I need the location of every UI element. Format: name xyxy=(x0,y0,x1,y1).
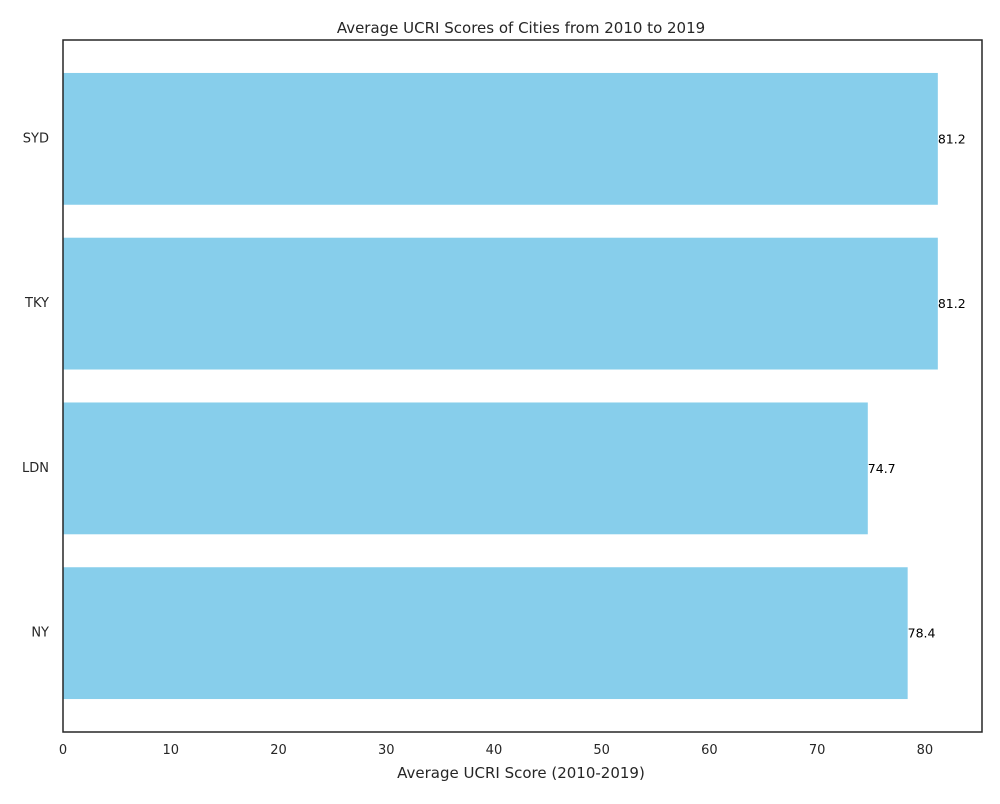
data-label-syd: 81.2 xyxy=(938,131,966,146)
y-tick-label-ny: NY xyxy=(31,626,49,641)
x-tick-label-60: 60 xyxy=(701,743,718,758)
y-axis-ticks: NY LDN TKY SYD xyxy=(22,131,49,640)
data-label-tky: 81.2 xyxy=(938,296,966,311)
x-axis-ticks: 0 10 20 30 40 50 60 70 80 xyxy=(59,743,933,758)
bar-tky xyxy=(63,237,938,370)
plot-frame xyxy=(62,39,983,733)
x-axis-label: Average UCRI Score (2010-2019) xyxy=(397,764,645,782)
y-tick-label-ldn: LDN xyxy=(22,461,49,476)
data-label-ny: 78.4 xyxy=(908,626,936,641)
x-tick-label-40: 40 xyxy=(486,743,503,758)
bars-layer: 78.4 74.7 81.2 81.2 xyxy=(63,72,966,700)
x-tick-label-0: 0 xyxy=(59,743,67,758)
y-tick-label-tky: TKY xyxy=(24,296,49,311)
x-tick-label-30: 30 xyxy=(378,743,395,758)
chart-title: Average UCRI Scores of Cities from 2010 … xyxy=(337,19,705,37)
data-label-ldn: 74.7 xyxy=(868,461,896,476)
x-tick-label-70: 70 xyxy=(809,743,826,758)
bar-syd xyxy=(63,72,938,205)
x-tick-label-80: 80 xyxy=(917,743,934,758)
bar-ldn xyxy=(63,402,868,535)
bar-ny xyxy=(63,567,908,700)
x-tick-label-20: 20 xyxy=(270,743,287,758)
y-tick-label-syd: SYD xyxy=(23,131,49,146)
x-tick-label-10: 10 xyxy=(162,743,179,758)
x-tick-label-50: 50 xyxy=(593,743,610,758)
